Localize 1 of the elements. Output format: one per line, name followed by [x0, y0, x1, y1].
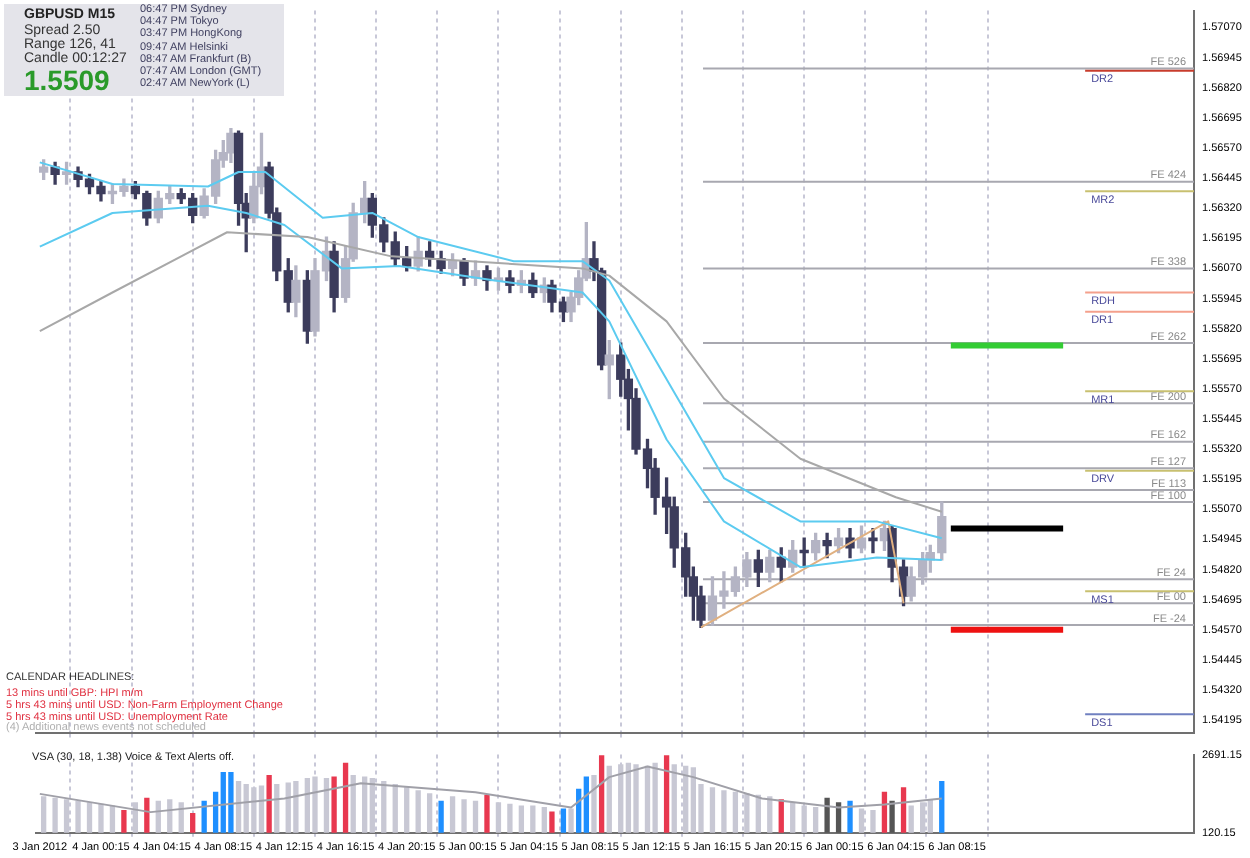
annotation: 1.5509: [24, 64, 110, 96]
